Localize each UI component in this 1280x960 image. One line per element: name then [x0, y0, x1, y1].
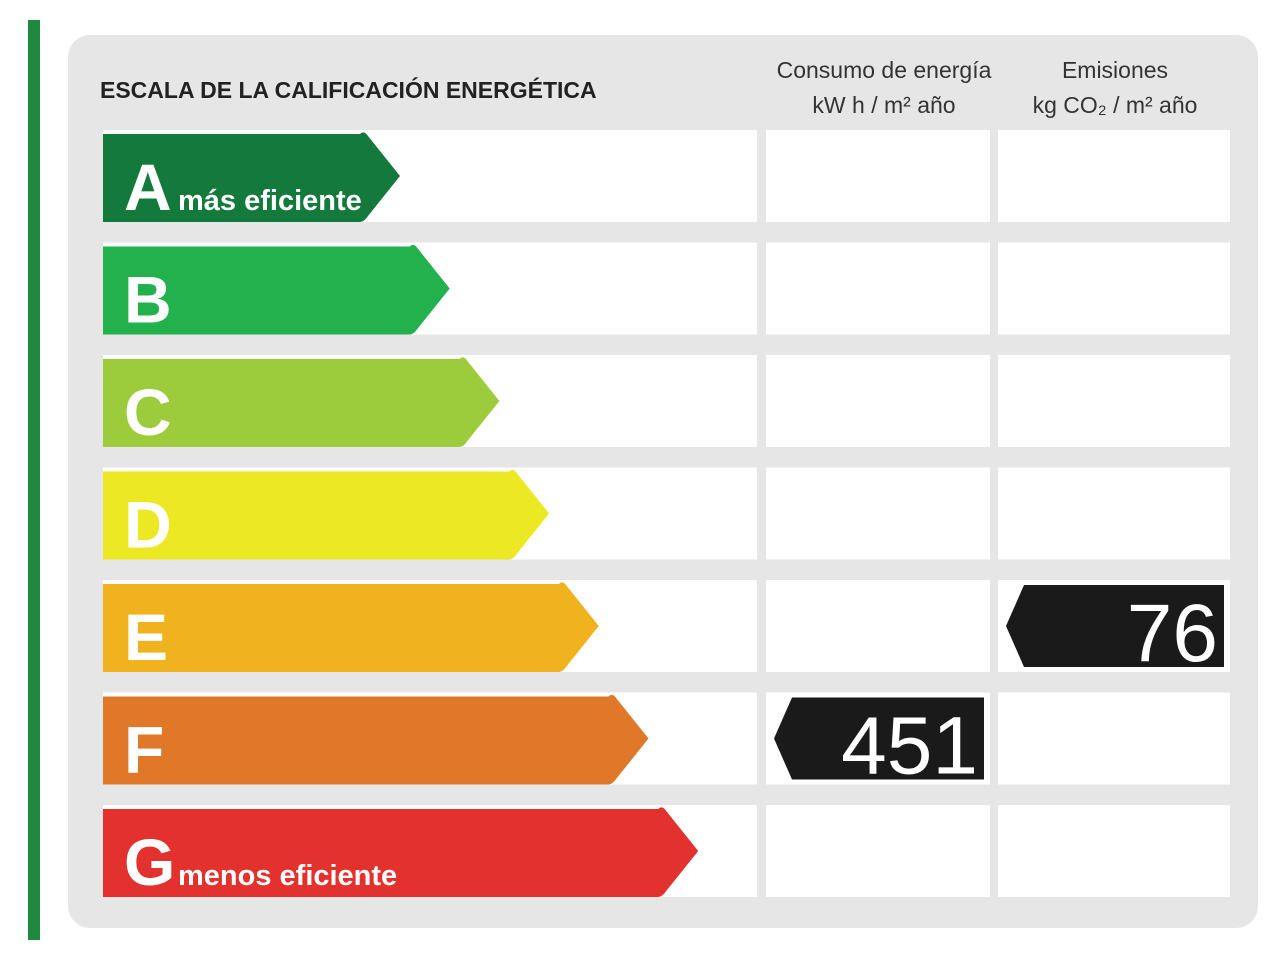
grade-note: menos eficiente — [178, 860, 397, 892]
grade-arrow — [103, 694, 649, 785]
column-title: Consumo de energía — [777, 57, 992, 83]
grade-arrow — [103, 469, 550, 560]
value-cell — [998, 467, 1230, 560]
result-arrow — [1006, 585, 1224, 667]
value-cell — [998, 692, 1230, 785]
result-value: 76 — [1127, 588, 1218, 679]
column-unit: kg CO₂ / m² año — [1033, 92, 1198, 118]
grade-arrow — [103, 132, 400, 222]
value-cell — [998, 805, 1230, 897]
value-cell — [766, 805, 990, 897]
grade-arrow — [103, 807, 699, 897]
value-cell — [766, 355, 990, 447]
result-arrow — [774, 697, 984, 780]
label-title: ESCALA DE LA CALIFICACIÓN ENERGÉTICA — [100, 76, 597, 103]
grade-letter: E — [124, 600, 168, 674]
grade-arrow — [103, 244, 450, 335]
grade-letter: A — [124, 150, 172, 224]
value-cell — [998, 355, 1230, 447]
value-cell — [998, 130, 1230, 222]
value-cell — [998, 242, 1230, 335]
column-title: Emisiones — [1062, 57, 1168, 83]
grade-arrow — [103, 582, 599, 672]
grade-letter: G — [124, 825, 175, 899]
value-cell — [766, 467, 990, 560]
value-cell — [766, 130, 990, 222]
result-value: 451 — [841, 701, 978, 792]
grade-letter: B — [124, 263, 172, 337]
grade-letter: D — [124, 488, 172, 562]
side-bar — [28, 20, 40, 940]
grade-note: más eficiente — [178, 185, 362, 217]
value-cell — [766, 580, 990, 672]
grade-arrow — [103, 357, 500, 447]
grade-letter: F — [124, 713, 164, 787]
grade-letter: C — [124, 375, 172, 449]
value-cell — [766, 242, 990, 335]
column-unit: kW h / m² año — [812, 92, 955, 118]
